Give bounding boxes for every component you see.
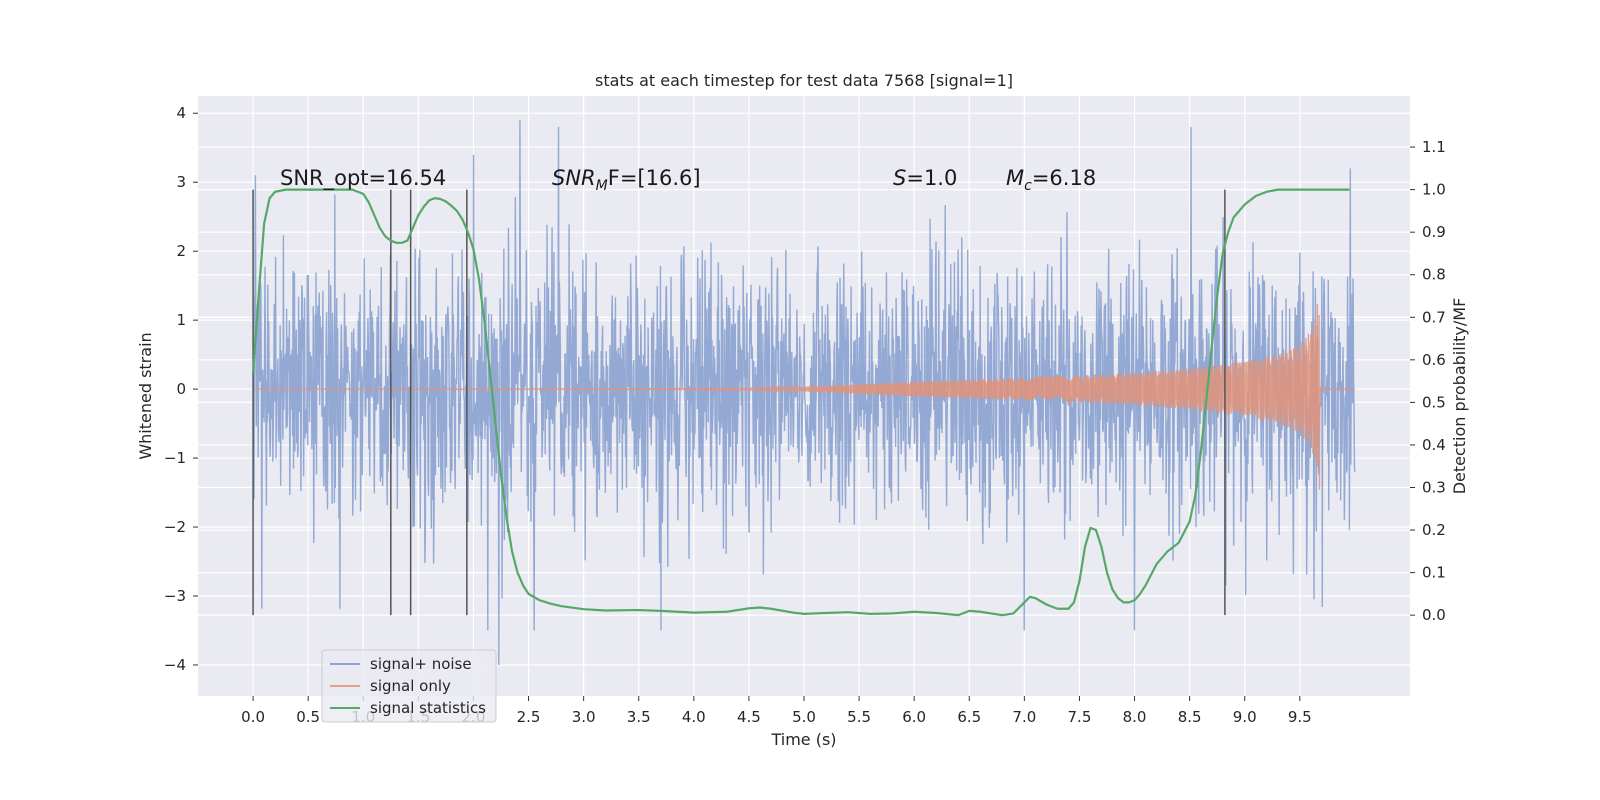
y-left-tick-label: 3	[176, 173, 186, 191]
y-right-tick-label: 0.8	[1422, 266, 1446, 284]
x-tick-label: 5.5	[847, 708, 871, 726]
legend-label-noise: signal+ noise	[370, 655, 472, 673]
vertical-markers	[252, 189, 1226, 616]
legend-label-signal: signal only	[370, 677, 451, 695]
x-tick-label: 5.0	[792, 708, 816, 726]
y-right-tick-label: 0.9	[1422, 223, 1446, 241]
y-right-tick-label: 0.4	[1422, 436, 1446, 454]
x-tick-label: 0.5	[296, 708, 320, 726]
x-tick-label: 6.0	[902, 708, 926, 726]
x-tick-label: 2.5	[517, 708, 541, 726]
annotation-snr-mf: SNRMF=[16.6]	[552, 166, 701, 194]
y-left-axis-ticks: 4 3 2 1 0 −1 −2 −3 −4	[164, 104, 198, 674]
x-tick-label: 7.5	[1068, 708, 1092, 726]
y-left-tick-label: −4	[164, 656, 186, 674]
statistics-line	[251, 188, 1350, 617]
y-right-axis-label: Detection probability/MF	[1450, 298, 1469, 495]
y-left-tick-label: −1	[164, 449, 186, 467]
x-tick-label: 4.5	[737, 708, 761, 726]
annotation-snr-opt: SNR_opt=16.54	[280, 166, 446, 191]
x-axis-label: Time (s)	[770, 730, 836, 749]
series-signal-statistics	[251, 188, 1350, 617]
signal-line	[253, 303, 1355, 490]
series-signal-only	[253, 303, 1355, 490]
y-right-tick-label: 1.0	[1422, 181, 1446, 199]
y-right-tick-label: 0.0	[1422, 606, 1446, 624]
x-tick-label: 3.0	[572, 708, 596, 726]
y-left-tick-label: −2	[164, 518, 186, 536]
y-left-tick-label: 2	[176, 242, 186, 260]
y-right-axis-ticks: 1.1 1.0 0.9 0.8 0.7 0.6 0.5 0.4 0.3 0.2 0.1 0.0	[1410, 138, 1446, 624]
x-tick-label: 8.0	[1123, 708, 1147, 726]
legend-box	[321, 649, 497, 723]
x-tick-label: 7.0	[1012, 708, 1036, 726]
x-tick-label: 9.5	[1288, 708, 1312, 726]
x-tick-label: 4.0	[682, 708, 706, 726]
y-right-tick-label: 0.1	[1422, 564, 1446, 582]
annotation-mc: Mc=6.18	[1006, 166, 1096, 194]
y-left-tick-label: 0	[176, 380, 186, 398]
y-right-tick-label: 1.1	[1422, 138, 1446, 156]
y-left-tick-label: 1	[176, 311, 186, 329]
chart-title: stats at each timestep for test data 756…	[595, 71, 1013, 90]
y-left-tick-label: −3	[164, 587, 186, 605]
x-tick-label: 8.5	[1178, 708, 1202, 726]
y-right-tick-label: 0.2	[1422, 521, 1446, 539]
y-right-tick-label: 0.6	[1422, 351, 1446, 369]
x-tick-label: 0.0	[241, 708, 265, 726]
legend: signal+ noise signal only signal statist…	[321, 649, 497, 723]
y-right-tick-label: 0.5	[1422, 393, 1446, 411]
legend-label-stats: signal statistics	[370, 699, 486, 717]
y-right-tick-label: 0.3	[1422, 478, 1446, 496]
x-tick-label: 3.5	[627, 708, 651, 726]
x-tick-label: 9.0	[1233, 708, 1257, 726]
y-left-axis-label: Whitened strain	[136, 332, 155, 459]
annotation-s: S=1.0	[893, 166, 957, 190]
y-right-tick-label: 0.7	[1422, 308, 1446, 326]
y-left-tick-label: 4	[176, 104, 186, 122]
x-tick-label: 6.5	[957, 708, 981, 726]
